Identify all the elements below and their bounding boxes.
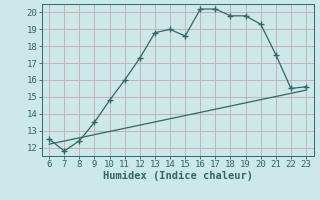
X-axis label: Humidex (Indice chaleur): Humidex (Indice chaleur) — [103, 171, 252, 181]
